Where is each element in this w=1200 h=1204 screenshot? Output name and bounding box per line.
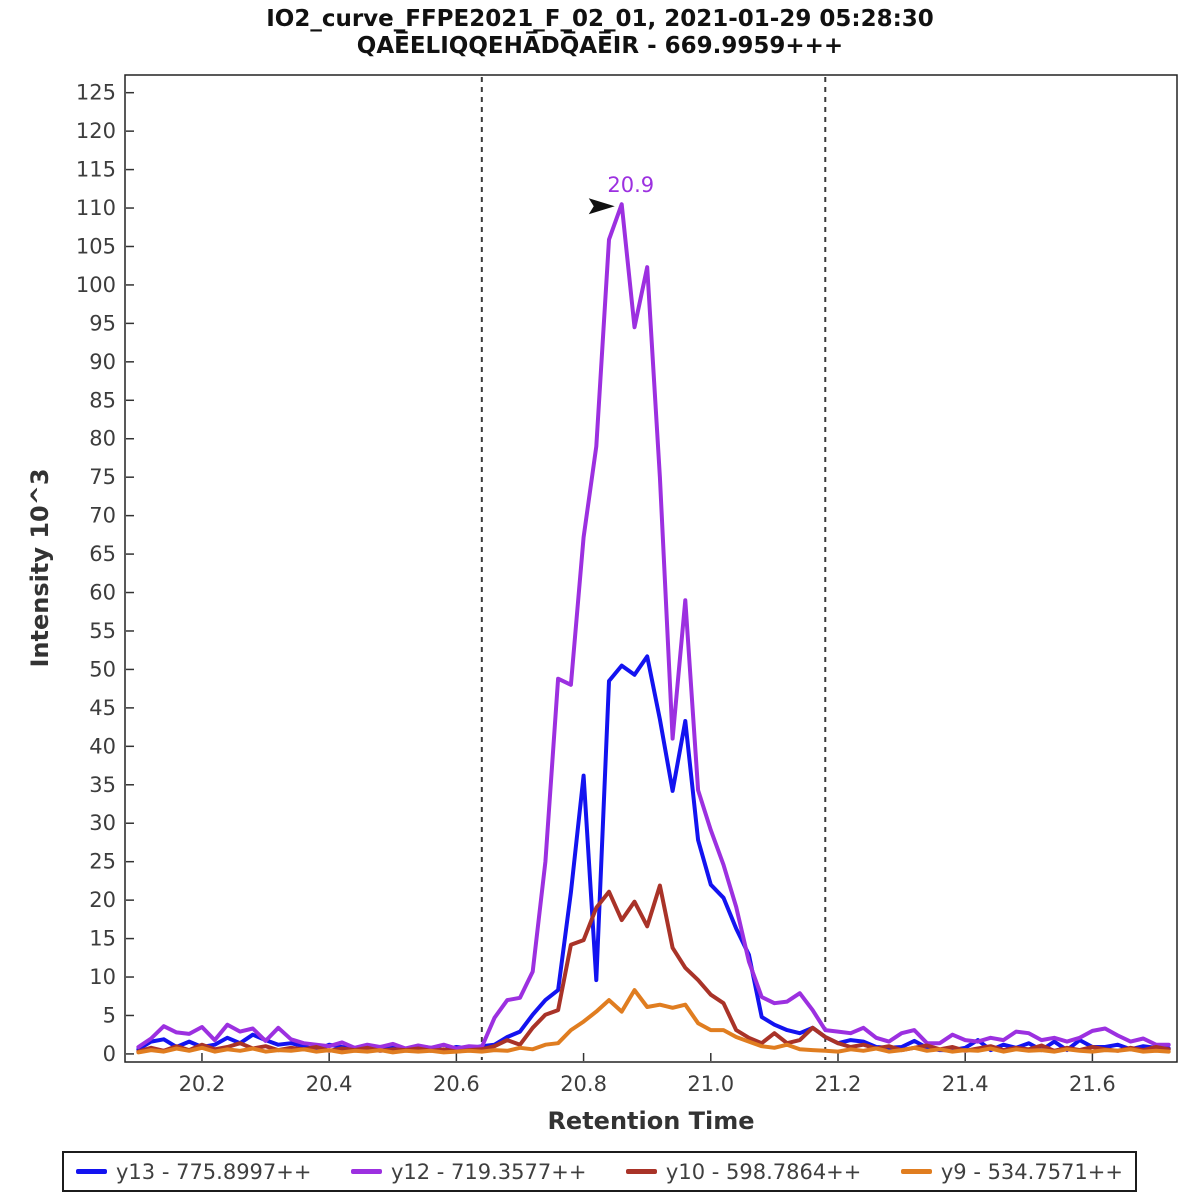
legend-item-y10: y10 - 598.7864++ [625,1159,862,1184]
x-tick-label: 20.8 [560,1072,607,1096]
series-lines [136,202,1171,1055]
y-tick-label: 100 [76,273,116,297]
y-tick-label: 15 [89,927,116,951]
y-tick-label: 115 [76,158,116,182]
x-tick-label: 21.0 [687,1072,734,1096]
chromatogram-trace-y9 [136,988,1171,1055]
x-tick-label: 21.2 [815,1072,862,1096]
legend: y13 - 775.8997++ y12 - 719.3577++ y10 - 59… [62,1151,1137,1192]
legend-item-label: y13 - 775.8997++ [116,1159,312,1184]
legend-item-y13: y13 - 775.8997++ [76,1160,311,1184]
y-tick-label: 45 [89,696,116,720]
y-tick-label: 125 [76,81,116,105]
y-tick-label: 35 [89,773,116,797]
y-tick-label: 110 [76,196,116,220]
chart-title-peptide: QAE̅ELIQQEHA̅DQ̅AE̅IR - 669.9959+++ [357,31,843,59]
peak-rt-annotation: 20.9 [607,173,654,197]
y-axis-title: Intensity 10^3 [26,468,54,667]
legend-item-label: y12 - 719.3577++ [390,1159,587,1184]
y-tick-label: 95 [89,311,116,335]
y-tick-label: 60 [89,581,116,605]
legend-item-label: y9 - 534.7571++ [940,1159,1123,1184]
x-tick-label: 20.6 [433,1072,480,1096]
y-tick-label: 20 [89,888,116,912]
plot-area[interactable] [124,74,1178,1063]
legend-line-swatch [76,1169,107,1174]
legend-line-swatch [350,1169,382,1174]
y-tick-label: 65 [89,542,116,566]
y-tick-label: 40 [89,734,116,758]
peak-boundary-lines [480,77,827,1060]
y-tick-label: 10 [89,965,116,989]
y-tick-label: 120 [76,119,116,143]
y-tick-label: 105 [76,234,116,258]
x-tick-label: 20.2 [179,1072,226,1096]
x-axis-ticks: 20.2 20.4 20.6 20.8 21.0 21.2 21.4 21.6 [179,1053,1116,1096]
y-tick-label: 85 [89,388,116,412]
x-axis-title: Retention Time [547,1107,754,1135]
legend-item-label: y10 - 598.7864++ [665,1159,862,1184]
x-tick-label: 20.4 [306,1072,353,1096]
chart-title-file: IO2_curve_FFPE2021_F_02_01, 2021-01-29 0… [266,6,934,32]
y-tick-label: 5 [103,1003,116,1027]
legend-item-y9: y9 - 534.7571++ [900,1159,1123,1184]
peak-arrow-icon [588,198,615,215]
y-tick-label: 0 [103,1042,116,1066]
x-tick-label: 21.6 [1069,1072,1116,1096]
y-tick-label: 90 [89,350,116,374]
y-axis-ticks: 0 5 10 15 20 25 30 35 40 45 50 55 60 65 70 75 80 85 90 95 10… [76,81,134,1066]
legend-line-swatch [900,1169,932,1174]
chromatogram-trace-y12 [136,202,1171,1051]
y-tick-label: 75 [89,465,116,489]
y-tick-label: 55 [89,619,116,643]
y-tick-label: 25 [89,850,116,874]
legend-line-swatch [625,1169,657,1174]
y-tick-label: 80 [89,427,116,451]
x-tick-label: 21.4 [942,1072,989,1096]
y-tick-label: 70 [89,504,116,528]
y-tick-label: 50 [89,657,116,681]
legend-item-y12: y12 - 719.3577++ [350,1159,587,1184]
y-tick-label: 30 [89,811,116,835]
